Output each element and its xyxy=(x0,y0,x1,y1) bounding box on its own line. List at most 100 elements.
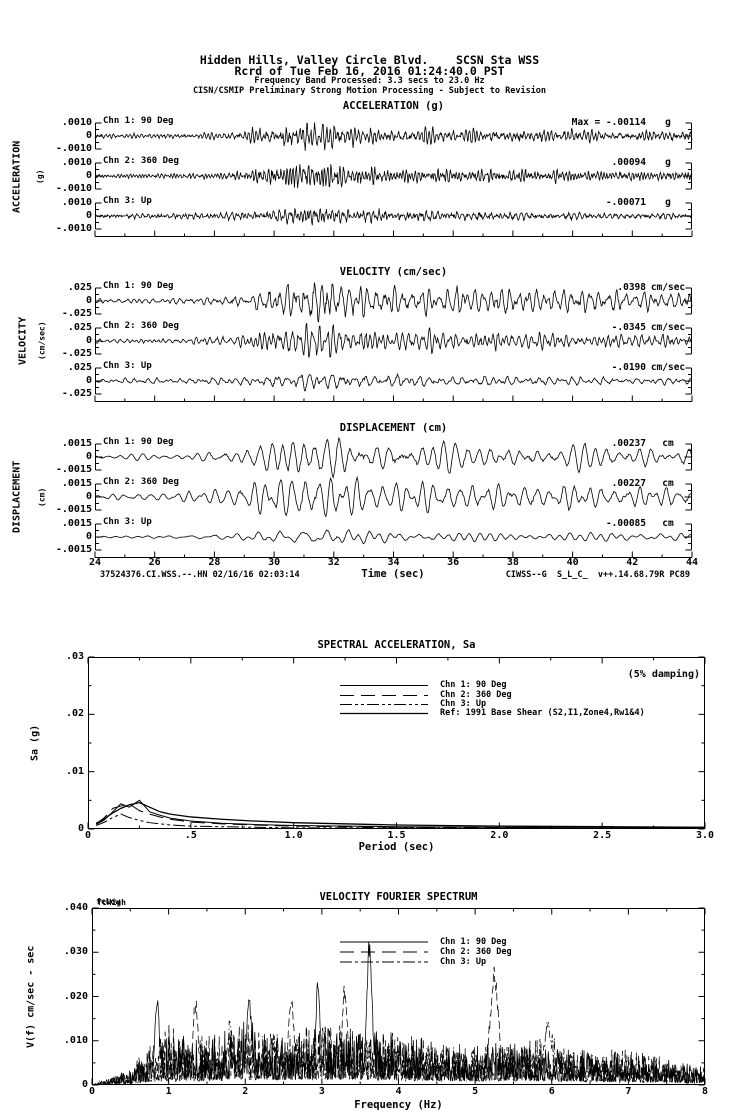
fourier-legend: Chn 1: 90 Deg Chn 2: 360 Deg Chn 3: Up xyxy=(340,937,512,967)
waveform-acceleration-chn3 xyxy=(95,196,692,236)
scale-label: .0015 xyxy=(61,518,92,529)
sa-y-axis-label: Sa (g) xyxy=(29,724,41,762)
corner-frequency-marker: fcLow fcHigh xyxy=(96,897,136,907)
dash-dot-line-icon xyxy=(340,700,428,709)
sa-curve-2 xyxy=(96,804,705,829)
scale-label: .025 xyxy=(67,322,92,333)
time-tick-label: 30 xyxy=(268,557,281,568)
sa-curve-1 xyxy=(96,800,705,828)
scale-label: .025 xyxy=(67,362,92,373)
channel-label: Chn 1: 90 Deg xyxy=(103,437,174,447)
peak-value: -.0345 xyxy=(611,322,646,333)
waveform-displacement-chn2 xyxy=(95,477,692,517)
sa-y-tick-label: .02 xyxy=(65,708,84,720)
peak-value: .00237 xyxy=(611,438,646,449)
time-tick-label: 38 xyxy=(506,557,519,568)
scale-label: 0 xyxy=(85,170,92,181)
peak-unit: cm xyxy=(662,478,674,489)
displacement-axis-label: DISPLACEMENT xyxy=(11,460,23,534)
peak-value-label: .00227 cm xyxy=(612,478,690,489)
scale-label: -.0010 xyxy=(55,223,92,234)
scale-label: .0015 xyxy=(61,438,92,449)
time-tick-label: 34 xyxy=(387,557,400,568)
processing-note: CISN/CSMIP Preliminary Strong Motion Pro… xyxy=(192,85,547,96)
time-tick-label: 42 xyxy=(626,557,639,568)
waveform-acceleration-chn2 xyxy=(95,156,692,196)
dashed-line-icon xyxy=(340,947,428,957)
velocity-axis-label: VELOCITY xyxy=(17,316,29,366)
peak-value: .0398 xyxy=(617,282,646,293)
fourier-x-tick-label: 6 xyxy=(548,1086,555,1097)
sa-y-tick-label: .01 xyxy=(65,765,84,777)
peak-value: -.00085 xyxy=(605,518,646,529)
channel-row-acceleration-chn3: Chn 3: Up -.00071 g xyxy=(95,196,692,236)
peak-unit: g xyxy=(665,157,671,168)
dashed-line-icon xyxy=(340,691,428,700)
report-header: Hidden Hills, Valley Circle Blvd. SCSN S… xyxy=(0,54,739,96)
scale-label: -.025 xyxy=(61,308,92,319)
scale-label: -.0015 xyxy=(55,464,92,475)
waveform-velocity-chn2 xyxy=(95,321,692,361)
legend-item-chn1: Chn 1: 90 Deg xyxy=(340,681,645,690)
processing-version-text: CIWSS--G S_L_C_ v++.14.68.79R PC89 xyxy=(505,570,690,580)
fourier-plot xyxy=(92,908,705,1085)
scale-label: .025 xyxy=(67,282,92,293)
fourier-curve-3 xyxy=(92,1021,705,1085)
fourier-y-tick-label: .010 xyxy=(63,1034,88,1046)
frequency-band-note: Frequency Band Processed: 3.3 secs to 23… xyxy=(254,76,485,86)
legend-item-chn2: Chn 2: 360 Deg xyxy=(340,690,645,699)
time-axis-label: Time (sec) xyxy=(361,568,425,580)
sa-y-tick-label: .03 xyxy=(65,651,84,662)
record-timestamp: Rcrd of Tue Feb 16, 2016 01:24:40.0 PST xyxy=(234,64,505,78)
scale-label: 0 xyxy=(85,531,92,542)
fourier-x-axis-label: Frequency (Hz) xyxy=(354,1099,443,1111)
peak-value-label: Max = -.00114 g xyxy=(572,117,690,128)
waveform-velocity-chn1 xyxy=(95,281,692,321)
sa-x-axis-label: Period (sec) xyxy=(358,841,435,853)
waveform-displacement-chn3 xyxy=(95,517,692,557)
legend-item-ref: Ref: 1991 Base Shear (S2,I1,Zone4,Rw1&4) xyxy=(340,709,645,718)
sa-legend: Chn 1: 90 Deg Chn 2: 360 Deg Chn 3: Up R… xyxy=(340,681,645,719)
scale-label: -.0015 xyxy=(55,504,92,515)
scale-label: 0 xyxy=(85,375,92,386)
scale-label: 0 xyxy=(85,451,92,462)
peak-value: Max = -.00114 xyxy=(571,117,646,128)
peak-value-label: -.00085 cm xyxy=(606,518,690,529)
scale-label: 0 xyxy=(85,295,92,306)
channel-row-displacement-chn3: Chn 3: Up -.00085 cm xyxy=(95,517,692,557)
peak-value-label: -.0190 cm/sec xyxy=(612,362,690,373)
sa-x-tick-label: 1.5 xyxy=(387,830,406,841)
scale-label: .0010 xyxy=(61,197,92,208)
dash-dot-line-icon xyxy=(340,957,428,967)
solid-line-icon xyxy=(340,681,428,690)
peak-value: .00094 xyxy=(611,157,646,168)
fourier-y-tick-label: .020 xyxy=(63,990,88,1002)
time-tick-label: 40 xyxy=(566,557,579,568)
time-tick-label: 28 xyxy=(208,557,221,568)
fourier-x-tick-label: 1 xyxy=(165,1086,172,1097)
channel-label: Chn 1: 90 Deg xyxy=(103,281,174,291)
sa-chart-title: SPECTRAL ACCELERATION, Sa xyxy=(317,639,476,651)
peak-unit: cm xyxy=(662,518,674,529)
scale-label: -.0015 xyxy=(55,544,92,555)
peak-value-label: -.00071 g xyxy=(606,197,690,208)
fourier-x-tick-label: 7 xyxy=(625,1086,632,1097)
channel-row-velocity-chn2: Chn 2: 360 Deg -.0345 cm/sec xyxy=(95,321,692,361)
fourier-chart-title: VELOCITY FOURIER SPECTRUM xyxy=(319,891,478,903)
sa-curve-4 xyxy=(96,803,705,828)
time-tick-label: 24 xyxy=(88,557,102,568)
acceleration-axis-label: ACCELERATION xyxy=(11,140,23,214)
peak-value-label: .00094 g xyxy=(612,157,690,168)
fourier-y-tick-label: .030 xyxy=(63,946,88,958)
sa-x-tick-label: 3.0 xyxy=(695,830,715,841)
velocity-section-title: VELOCITY (cm/sec) xyxy=(339,266,448,278)
peak-value: -.0190 xyxy=(611,362,646,373)
time-axis-acceleration xyxy=(95,229,692,237)
scale-label: 0 xyxy=(85,335,92,346)
record-id-text: 37524376.CI.WSS.--.HN 02/16/16 02:03:14 xyxy=(100,570,300,580)
peak-unit: cm/sec xyxy=(650,282,686,293)
peak-value-label: .0398 cm/sec xyxy=(617,282,690,293)
peak-unit: cm xyxy=(662,438,674,449)
scale-label: .0010 xyxy=(61,157,92,168)
